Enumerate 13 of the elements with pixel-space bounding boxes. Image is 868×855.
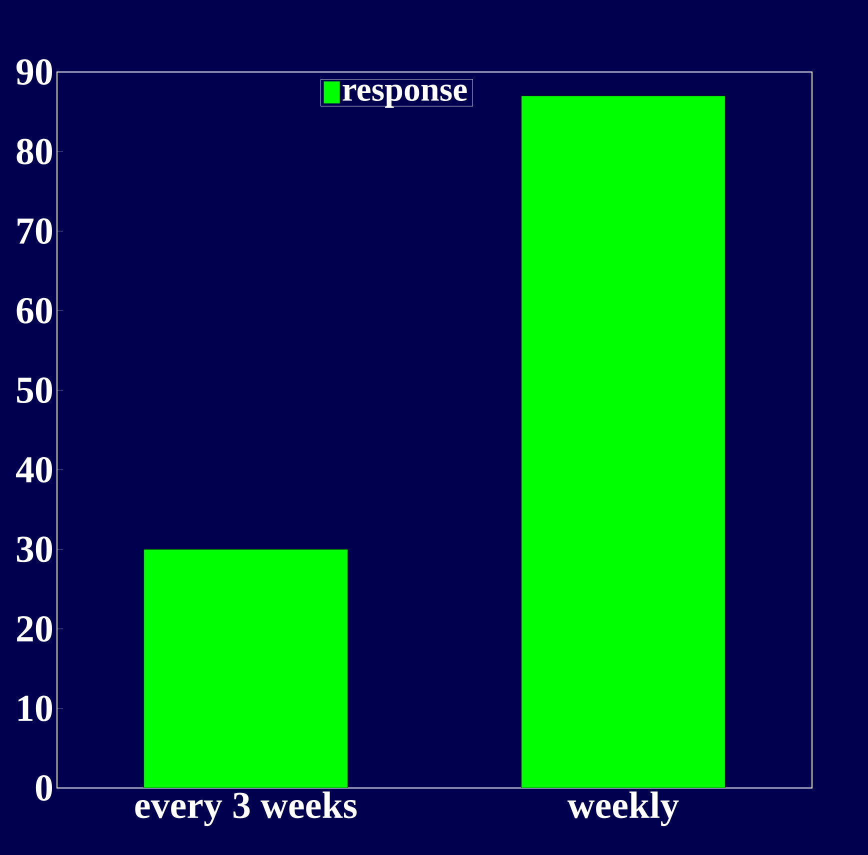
y-tick-label: 80 [16, 138, 52, 164]
y-tick-label: 90 [16, 59, 52, 85]
x-tick-label: every 3 weeks [135, 792, 357, 826]
legend-label: response [342, 84, 467, 108]
x-tick-label: weekly [567, 792, 679, 826]
y-tick-label: 50 [16, 377, 52, 404]
y-tick-label: 20 [17, 616, 52, 642]
y-tick-label: 30 [16, 536, 52, 562]
y-tick-label: 60 [16, 298, 52, 324]
y-tick-label: 0 [36, 775, 52, 801]
y-tick-label: 10 [18, 696, 52, 722]
y-tick-label: 70 [18, 218, 52, 244]
y-tick-label: 40 [16, 456, 52, 483]
